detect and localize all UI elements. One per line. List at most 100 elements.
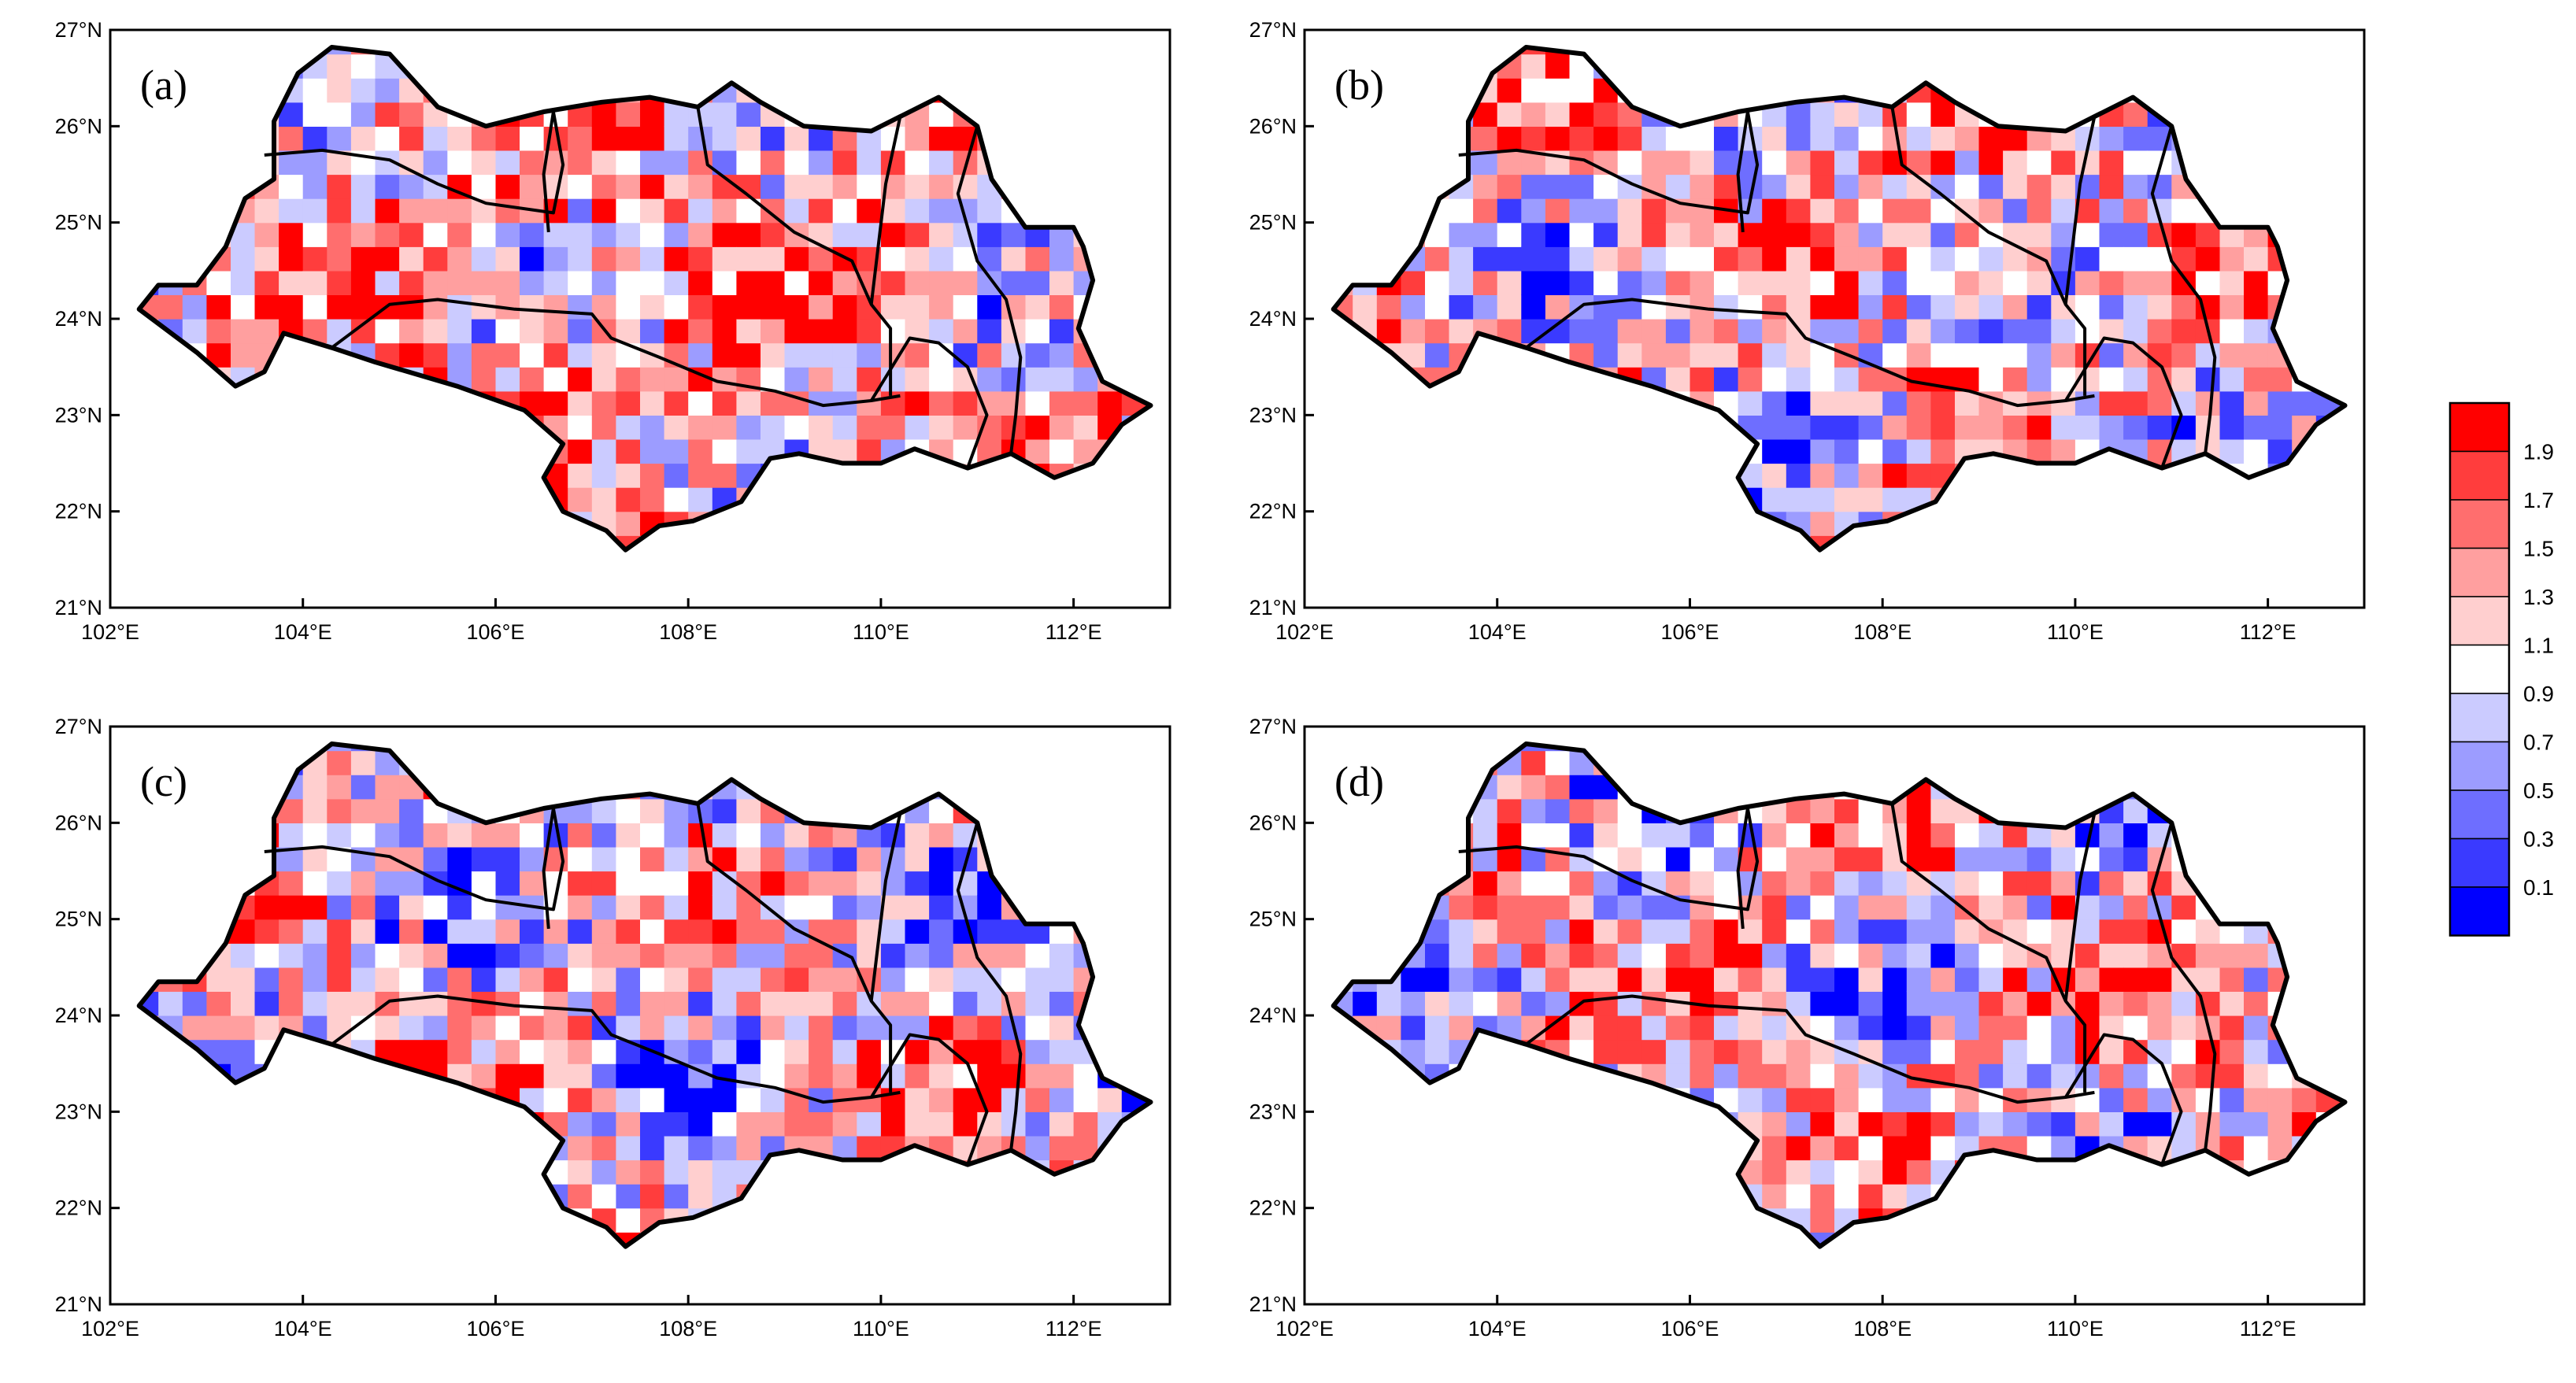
grid-cell xyxy=(1955,150,1980,176)
grid-cell xyxy=(495,1039,520,1064)
grid-cell xyxy=(1146,1232,1151,1247)
grid-cell xyxy=(1073,1111,1098,1137)
grid-cell xyxy=(447,78,472,103)
grid-cell xyxy=(1810,198,1835,224)
grid-cell xyxy=(880,744,906,752)
grid-cell xyxy=(1665,535,1691,550)
grid-cell xyxy=(1449,294,1474,320)
grid-cell xyxy=(664,1159,689,1185)
grid-cell xyxy=(1121,54,1146,79)
grid-cell xyxy=(2315,991,2341,1016)
grid-cell xyxy=(784,47,809,55)
grid-cell xyxy=(857,174,882,199)
grid-cell xyxy=(1376,390,1401,416)
grid-cell xyxy=(1146,47,1151,55)
grid-cell xyxy=(2074,967,2100,992)
grid-cell xyxy=(1641,1111,1667,1137)
grid-cell xyxy=(1858,919,1883,944)
grid-cell xyxy=(1473,744,1498,752)
grid-cell xyxy=(1097,174,1123,199)
grid-cell xyxy=(182,390,207,416)
grid-cell xyxy=(327,744,352,752)
grid-cell xyxy=(231,1111,256,1137)
grid-cell xyxy=(231,270,256,295)
grid-cell xyxy=(1049,54,1075,79)
grid-cell xyxy=(110,823,135,847)
grid-cell xyxy=(1001,943,1027,968)
grid-cell xyxy=(1906,246,1931,272)
grid-cell xyxy=(2123,487,2149,512)
grid-cell xyxy=(2074,511,2100,536)
grid-cell xyxy=(688,198,713,224)
grid-cell xyxy=(2003,511,2028,536)
grid-cell xyxy=(2074,775,2100,800)
grid-cell xyxy=(2267,1111,2293,1137)
grid-cell xyxy=(2171,895,2197,920)
grid-cell xyxy=(2244,47,2269,55)
grid-cell xyxy=(471,438,497,464)
grid-cell xyxy=(375,1087,400,1112)
grid-cell xyxy=(1786,967,1811,992)
grid-cell xyxy=(2219,342,2245,368)
grid-cell xyxy=(1146,1111,1151,1137)
grid-cell xyxy=(543,943,568,968)
grid-cell xyxy=(929,487,954,512)
grid-cell xyxy=(2074,487,2100,512)
grid-cell xyxy=(2195,342,2221,368)
grid-cell xyxy=(110,343,135,368)
grid-cell xyxy=(1930,126,1956,151)
grid-cell xyxy=(2003,1207,2028,1233)
grid-cell xyxy=(1401,1207,1426,1233)
grid-cell xyxy=(231,438,256,464)
grid-cell xyxy=(2315,487,2341,512)
grid-cell xyxy=(543,1232,568,1247)
grid-cell xyxy=(1810,919,1835,944)
grid-cell xyxy=(139,823,159,848)
grid-cell xyxy=(591,1063,616,1089)
grid-cell xyxy=(784,198,809,224)
grid-cell xyxy=(688,270,713,295)
grid-cell xyxy=(2315,967,2341,992)
grid-cell xyxy=(1665,1063,1691,1089)
grid-cell xyxy=(1097,511,1123,536)
grid-cell xyxy=(2267,126,2293,151)
grid-cell xyxy=(1473,222,1498,247)
grid-cell xyxy=(2003,750,2028,775)
grid-cell xyxy=(471,535,497,550)
grid-cell xyxy=(1001,1087,1027,1112)
grid-cell xyxy=(1930,47,1956,55)
grid-cell xyxy=(1121,222,1146,247)
grid-cell xyxy=(1425,991,1450,1016)
grid-cell xyxy=(1097,1015,1123,1041)
grid-cell xyxy=(640,895,665,920)
grid-cell xyxy=(399,871,424,896)
grid-cell xyxy=(1497,463,1522,488)
grid-cell xyxy=(2051,775,2076,800)
grid-cell xyxy=(2074,246,2100,272)
grid-cell xyxy=(1146,1063,1151,1089)
grid-cell xyxy=(1978,174,2004,199)
grid-cell xyxy=(568,487,593,512)
grid-cell xyxy=(2244,270,2269,295)
grid-cell xyxy=(447,198,472,224)
grid-cell xyxy=(712,1159,737,1185)
grid-cell xyxy=(905,1063,930,1089)
grid-cell xyxy=(327,871,352,896)
grid-cell xyxy=(302,270,328,295)
grid-cell xyxy=(1762,78,1787,103)
grid-cell xyxy=(2026,102,2052,127)
grid-cell xyxy=(880,294,906,320)
grid-cell xyxy=(182,1135,207,1161)
grid-cell xyxy=(1955,390,1980,416)
grid-cell xyxy=(929,1232,954,1247)
grid-cell xyxy=(2026,967,2052,992)
grid-cell xyxy=(1738,270,1763,295)
grid-cell xyxy=(1305,1111,1329,1136)
grid-cell xyxy=(471,943,497,968)
grid-cell xyxy=(375,1111,400,1137)
grid-cell xyxy=(1049,511,1075,536)
grid-cell xyxy=(279,943,304,968)
grid-cell xyxy=(1521,198,1546,224)
grid-cell xyxy=(279,991,304,1016)
grid-cell xyxy=(1714,919,1739,944)
